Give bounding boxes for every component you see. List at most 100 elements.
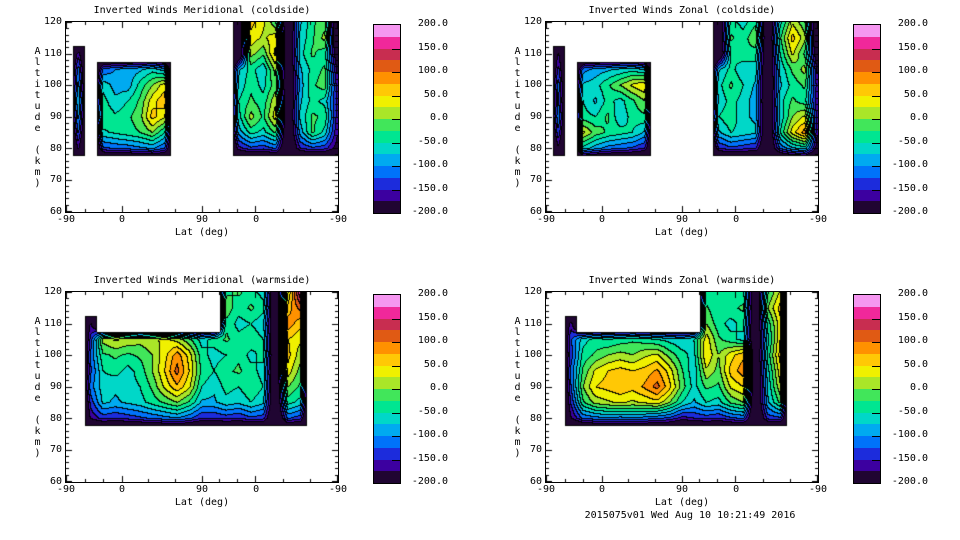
y-tick-label: 90 bbox=[49, 111, 62, 122]
y-tick-label: 100 bbox=[43, 349, 62, 361]
colorbar-tick bbox=[392, 72, 400, 73]
colorbar-band bbox=[854, 318, 880, 331]
colorbar-tick-label: 150.0 bbox=[417, 41, 448, 53]
colorbar-tick-label: -150.0 bbox=[411, 452, 448, 464]
colorbar-tick bbox=[872, 96, 880, 97]
y-tick-label: 60 bbox=[49, 476, 62, 487]
colorbar-tick-label: 200.0 bbox=[417, 18, 448, 29]
colorbar-tick bbox=[392, 319, 400, 320]
colorbar-band bbox=[854, 436, 880, 448]
x-axis-label: Lat (deg) bbox=[654, 497, 710, 508]
colorbar-tick bbox=[392, 436, 400, 437]
colorbar-band bbox=[854, 95, 880, 108]
x-tick-label: -90 bbox=[328, 214, 348, 225]
colorbar-band bbox=[854, 389, 880, 401]
y-tick-label: 60 bbox=[49, 206, 62, 217]
colorbar-tick-label: -50.0 bbox=[897, 135, 928, 147]
colorbar-band bbox=[374, 119, 400, 131]
x-tick-label: 0 bbox=[599, 484, 606, 495]
plot-frame bbox=[65, 291, 339, 483]
colorbar-band bbox=[374, 189, 400, 202]
y-tick-label: 80 bbox=[49, 412, 62, 424]
colorbar-band bbox=[374, 424, 400, 436]
colorbar-tick-label: 200.0 bbox=[417, 288, 448, 299]
colorbar-band bbox=[854, 119, 880, 131]
colorbar-band bbox=[854, 471, 880, 483]
colorbar-band bbox=[854, 48, 880, 61]
colorbar-tick bbox=[392, 366, 400, 367]
colorbar-band bbox=[374, 25, 400, 37]
colorbar-tick-label: -150.0 bbox=[891, 452, 928, 464]
y-tick-label: 100 bbox=[523, 349, 542, 361]
colorbar-band bbox=[374, 436, 400, 448]
colorbar-band bbox=[854, 166, 880, 178]
colorbar-tick bbox=[392, 460, 400, 461]
y-axis-label: Altitude (km) bbox=[32, 46, 43, 189]
plot-frame bbox=[545, 291, 819, 483]
y-axis-label: Altitude (km) bbox=[32, 316, 43, 459]
colorbar-tick bbox=[392, 49, 400, 50]
x-tick-label: 0 bbox=[599, 214, 606, 225]
colorbar-band bbox=[374, 166, 400, 178]
colorbar-band bbox=[374, 342, 400, 354]
y-tick-label: 70 bbox=[49, 444, 62, 456]
colorbar-tick bbox=[392, 143, 400, 144]
y-tick-label: 90 bbox=[49, 381, 62, 392]
y-tick-label: 110 bbox=[523, 317, 542, 329]
colorbar-band bbox=[854, 306, 880, 319]
colorbar-tick-label: -200.0 bbox=[891, 206, 928, 217]
panel-meridional-warmside: Inverted Winds Meridional (warmside) Alt… bbox=[0, 270, 480, 540]
colorbar-tick-label: 200.0 bbox=[897, 288, 928, 299]
x-tick-label: -90 bbox=[56, 484, 76, 495]
plot-title: Inverted Winds Zonal (coldside) bbox=[588, 5, 776, 16]
colorbar-tick bbox=[872, 389, 880, 390]
y-tick-label: 70 bbox=[49, 174, 62, 186]
colorbar-band bbox=[854, 295, 880, 307]
colorbar-tick bbox=[872, 166, 880, 167]
colorbar-band bbox=[374, 318, 400, 331]
colorbar-tick bbox=[392, 96, 400, 97]
y-tick-label: 80 bbox=[529, 412, 542, 424]
colorbar-tick-label: 50.0 bbox=[903, 88, 928, 100]
colorbar-band bbox=[374, 353, 400, 366]
colorbar-tick bbox=[392, 342, 400, 343]
panel-zonal-warmside: Inverted Winds Zonal (warmside) Altitude… bbox=[480, 270, 960, 540]
y-axis-label: Altitude (km) bbox=[512, 46, 523, 189]
colorbar-tick-label: -200.0 bbox=[411, 206, 448, 217]
plot-title: Inverted Winds Meridional (coldside) bbox=[93, 5, 311, 16]
x-tick-label: 0 bbox=[253, 484, 260, 495]
y-tick-label: 110 bbox=[43, 317, 62, 329]
colorbar-tick bbox=[872, 319, 880, 320]
colorbar-band bbox=[374, 400, 400, 413]
y-tick-label: 110 bbox=[523, 47, 542, 59]
colorbar-band bbox=[374, 130, 400, 143]
y-tick-label: 100 bbox=[43, 79, 62, 91]
colorbar-band bbox=[854, 60, 880, 72]
colorbar-band bbox=[854, 25, 880, 37]
x-axis-label: Lat (deg) bbox=[654, 227, 710, 238]
contour-plot-canvas bbox=[66, 292, 338, 482]
colorbar-band bbox=[854, 342, 880, 354]
y-tick-label: 120 bbox=[523, 16, 542, 27]
colorbar-band bbox=[374, 60, 400, 72]
colorbar-tick-label: -200.0 bbox=[411, 476, 448, 487]
colorbar bbox=[373, 294, 401, 484]
colorbar-tick-label: 100.0 bbox=[897, 65, 928, 76]
x-tick-label: 0 bbox=[733, 484, 740, 495]
colorbar-band bbox=[854, 424, 880, 436]
colorbar-tick-label: 0.0 bbox=[909, 112, 928, 123]
colorbar-tick-label: -200.0 bbox=[891, 476, 928, 487]
colorbar-band bbox=[374, 447, 400, 460]
x-axis-label: Lat (deg) bbox=[174, 497, 230, 508]
colorbar-tick-label: 0.0 bbox=[429, 382, 448, 393]
contour-plot-canvas bbox=[546, 292, 818, 482]
colorbar-tick bbox=[392, 413, 400, 414]
colorbar-band bbox=[854, 130, 880, 143]
colorbar-tick bbox=[872, 190, 880, 191]
y-tick-label: 60 bbox=[529, 206, 542, 217]
colorbar-band bbox=[854, 142, 880, 155]
colorbar-band bbox=[854, 36, 880, 49]
plot-frame bbox=[545, 21, 819, 213]
colorbar-band bbox=[374, 154, 400, 166]
x-tick-label: -90 bbox=[328, 484, 348, 495]
